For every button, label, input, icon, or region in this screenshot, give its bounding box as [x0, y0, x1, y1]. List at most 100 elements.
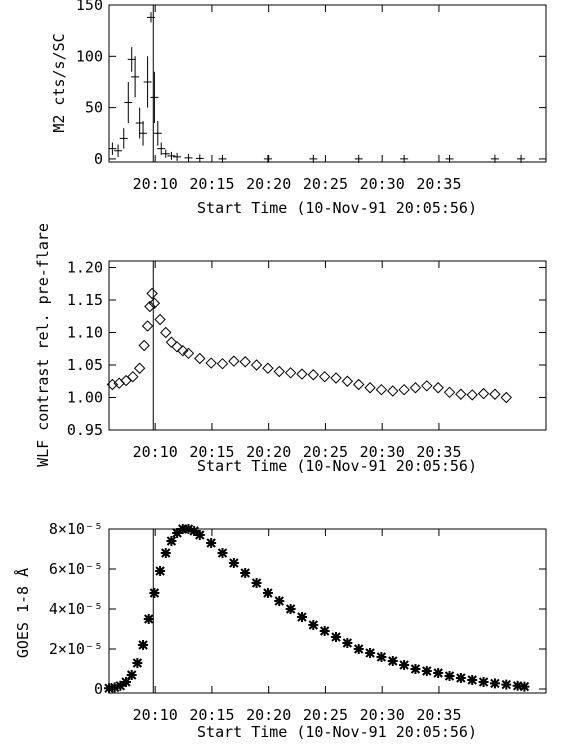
data-point: [421, 380, 433, 392]
y-tick-label: 1.15: [67, 291, 103, 309]
data-point: [432, 382, 444, 394]
x-tick-label: 20:15: [189, 175, 234, 193]
data-point: [467, 675, 478, 685]
y-tick-label: 1.00: [67, 389, 103, 407]
x-tick-label: 20:35: [416, 443, 461, 461]
data-point: [171, 341, 183, 353]
x-tick-label: 20:35: [416, 706, 461, 724]
data-point: [177, 524, 188, 534]
data-point: [455, 673, 466, 683]
plot-frame: [108, 528, 547, 694]
x-tick-label: 20:20: [246, 443, 291, 461]
x-tick-labels: 20:10 20:15 20:20 20:25 20:30 20:35: [133, 529, 462, 724]
y-tick-label: 0: [94, 680, 103, 698]
data-point: [172, 528, 183, 538]
data-point: [167, 151, 176, 160]
data-point: [519, 681, 530, 692]
data-point: [376, 652, 387, 662]
data-point: [443, 386, 456, 399]
y-tick-labels: 0 2×10⁻⁵ 4×10⁻⁵ 6×10⁻⁵ 8×10⁻⁵: [49, 520, 546, 698]
panel-goes-flux: 20:10 20:15 20:20 20:25 20:30 20:35 0 2×10⁻⁵ 4×…: [13, 520, 547, 741]
y-tick-label: 6×10⁻⁵: [49, 560, 103, 578]
y-tick-label: 1.20: [67, 259, 103, 277]
data-point: [133, 362, 146, 374]
x-tick-label: 20:25: [303, 706, 348, 724]
marks: [106, 287, 512, 404]
y-axis-label: GOES 1-8 Å: [13, 568, 32, 658]
data-point: [364, 382, 376, 394]
y-axis-label: WLF contrast rel. pre-flare: [34, 223, 52, 467]
data-point: [139, 120, 148, 146]
data-point: [161, 149, 170, 158]
y-tick-label: 0: [94, 150, 103, 168]
data-point: [274, 596, 285, 606]
data-point: [296, 612, 307, 622]
data-point: [154, 313, 166, 326]
x-axis-label: Start Time (10-Nov-91 20:05:56): [197, 199, 477, 217]
data-point: [127, 370, 139, 383]
data-point: [153, 120, 162, 146]
x-tick-label: 20:35: [416, 175, 461, 193]
data-point: [445, 154, 454, 163]
data-point: [143, 614, 154, 624]
data-point: [195, 154, 204, 163]
panel-m2-counts: 20:10 20:15 20:20 20:25 20:30 20:35 0 50 100 150…: [50, 0, 547, 217]
data-point: [148, 297, 161, 309]
data-point: [477, 387, 490, 400]
data-point: [120, 374, 132, 387]
data-point: [410, 664, 421, 674]
data-point: [109, 682, 120, 693]
data-point: [124, 81, 133, 124]
data-point: [138, 339, 150, 352]
data-point: [309, 154, 318, 163]
data-point: [228, 355, 240, 367]
data-point: [331, 632, 342, 642]
data-point: [160, 326, 172, 339]
data-point: [399, 660, 410, 670]
data-point: [284, 367, 297, 379]
data-point: [387, 656, 398, 666]
data-point: [421, 666, 432, 676]
data-point: [517, 154, 526, 163]
data-point: [285, 604, 296, 614]
data-point: [138, 640, 149, 650]
data-point: [250, 359, 263, 371]
x-axis-label: Start Time (10-Nov-91 20:05:56): [197, 723, 477, 741]
data-point: [342, 638, 353, 648]
x-tick-label: 20:30: [360, 175, 405, 193]
y-tick-label: 50: [85, 99, 103, 117]
data-point: [217, 548, 228, 558]
data-point: [330, 372, 342, 384]
y-axis-label: M2 cts/s/SC: [50, 33, 68, 132]
data-point: [205, 357, 217, 369]
data-point: [184, 153, 193, 162]
y-tick-labels: 0 50 100 150: [76, 0, 546, 168]
data-point: [308, 620, 319, 630]
y-tick-label: 100: [76, 47, 103, 65]
data-point: [104, 683, 114, 694]
data-point: [228, 558, 239, 568]
data-point: [173, 152, 182, 161]
data-point: [115, 680, 126, 691]
data-point: [150, 71, 159, 124]
data-point: [216, 357, 229, 370]
marks: [104, 524, 530, 694]
data-point: [146, 12, 155, 23]
data-point: [341, 375, 354, 387]
data-point: [365, 648, 376, 658]
data-point: [398, 383, 410, 396]
data-point: [135, 107, 144, 139]
x-tick-label: 20:10: [133, 175, 178, 193]
data-point: [409, 382, 422, 394]
x-tick-label: 20:10: [133, 443, 178, 461]
data-point: [490, 154, 499, 163]
data-point: [108, 142, 117, 155]
data-point: [489, 388, 501, 400]
data-point: [262, 362, 274, 374]
data-point: [141, 320, 154, 332]
plot-frame: [108, 260, 547, 431]
marks: [108, 12, 526, 163]
x-tick-label: 20:30: [360, 706, 405, 724]
data-point: [296, 368, 308, 380]
